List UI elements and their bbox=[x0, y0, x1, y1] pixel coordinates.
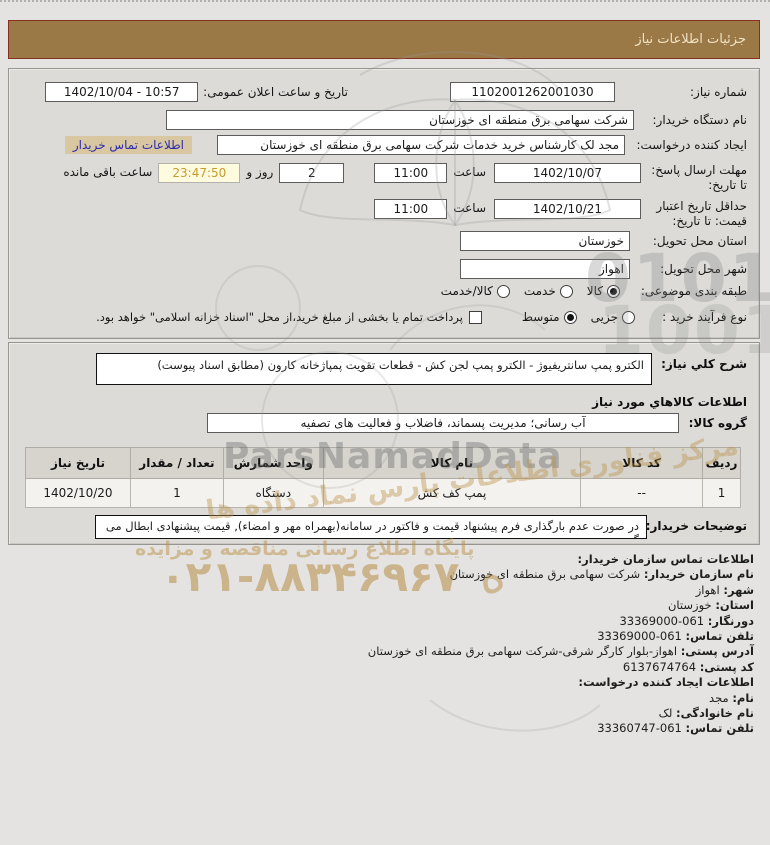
buyer-notes-label: توضیحات خریدار: bbox=[645, 519, 747, 533]
goods-heading-row: اطلاعات كالاهاي مورد نیاز bbox=[19, 395, 747, 409]
col-need-date: تاریخ نیاز bbox=[25, 447, 131, 479]
radio-goods-icon[interactable] bbox=[607, 284, 620, 298]
subject-classification-row: طبقه بندی موضوعی: کالا خدمت کالا/خدمت bbox=[19, 284, 747, 298]
radio-service-icon[interactable] bbox=[559, 284, 573, 298]
goods-section-heading: اطلاعات كالاهاي مورد نیاز bbox=[592, 395, 747, 409]
delivery-city-row: شهر محل تحویل: اهواز bbox=[19, 259, 747, 279]
price-validity-time-field[interactable]: 11:00 bbox=[374, 199, 448, 219]
radio-option-goods-service[interactable]: کالا/خدمت bbox=[441, 284, 510, 298]
cell-goods-code: -- bbox=[580, 478, 704, 508]
delivery-city-label: شهر محل تحویل: bbox=[660, 262, 747, 276]
buyer-notes-row: توضیحات خریدار: در صورت عدم بارگذاری فرم… bbox=[19, 515, 747, 539]
price-validity-row: حداقل تاریخ اعتبار قیمت: تا تاریخ: 1402/… bbox=[19, 199, 747, 229]
announce-datetime-label: تاریخ و ساعت اعلان عمومی: bbox=[203, 85, 348, 99]
need-description-row: شرح كلي نیاز: الکترو پمپ سانتریفیوژ - ال… bbox=[19, 353, 747, 385]
reply-deadline-hour-label: ساعت bbox=[453, 165, 486, 179]
goods-table-row: ردیف کد کالا نام کالا واحد شمارش تعداد /… bbox=[19, 447, 741, 508]
price-validity-label: حداقل تاریخ اعتبار قیمت: تا تاریخ: bbox=[656, 199, 747, 228]
cell-count-unit: دستگاه bbox=[222, 478, 324, 508]
col-quantity: تعداد / مقدار bbox=[129, 447, 224, 479]
reply-deadline-time-field[interactable]: 11:00 bbox=[374, 163, 448, 183]
radio-option-medium[interactable]: متوسط bbox=[522, 310, 577, 324]
reply-deadline-row: مهلت ارسال پاسخ: تا تاریخ: 1402/10/07 سا… bbox=[19, 163, 747, 193]
remaining-time-countdown: 23:47:50 bbox=[158, 163, 241, 183]
remaining-days-field[interactable]: 2 bbox=[279, 163, 345, 183]
goods-group-field[interactable]: آب رسانی؛ مدیریت پسماند، فاضلاب و فعالیت… bbox=[207, 413, 679, 433]
contact-line-fax: دورنگار: 061-33369000 bbox=[619, 613, 754, 628]
radio-goods-service-icon[interactable] bbox=[496, 284, 510, 298]
buyer-contact-section: اطلاعات تماس سازمان خریدار: نام سازمان خ… bbox=[10, 552, 754, 737]
days-and-label: روز و bbox=[246, 165, 274, 179]
contact-line-city: شهر: اهواز bbox=[695, 582, 754, 597]
contact-line-province: استان: خوزستان bbox=[667, 598, 754, 613]
contact-line-address: آدرس پستی: اهواز-بلوار کارگر شرقی-شرکت س… bbox=[367, 644, 754, 659]
process-type-label: نوع فرآیند خرید : bbox=[662, 310, 747, 324]
request-creator-label: ایجاد کننده درخواست: bbox=[636, 138, 747, 152]
goods-table: ردیف کد کالا نام کالا واحد شمارش تعداد /… bbox=[25, 447, 741, 508]
subject-classification-label: طبقه بندی موضوعی: bbox=[640, 284, 747, 298]
radio-option-minor[interactable]: جزیی bbox=[591, 310, 635, 324]
reply-deadline-label: مهلت ارسال پاسخ: تا تاریخ: bbox=[651, 163, 747, 192]
treasury-docs-checkbox[interactable] bbox=[468, 310, 482, 324]
col-row-number: ردیف bbox=[702, 447, 741, 479]
price-validity-hour-label: ساعت bbox=[453, 201, 486, 215]
goods-table-data-row: 1 -- پمپ کف کش دستگاه 1 1402/10/20 bbox=[25, 478, 741, 508]
reply-deadline-date-field[interactable]: 1402/10/07 bbox=[494, 163, 641, 183]
radio-option-goods[interactable]: کالا bbox=[587, 284, 620, 298]
cell-quantity: 1 bbox=[129, 478, 224, 508]
request-creator-row: ایجاد کننده درخواست: مجد لک کارشناس خرید… bbox=[19, 135, 747, 155]
announce-datetime-field[interactable]: 1402/10/04 - 10:57 bbox=[45, 82, 199, 102]
need-description-label: شرح كلي نیاز: bbox=[661, 357, 747, 371]
need-description-field[interactable]: الکترو پمپ سانتریفیوژ - الکترو پمپ لجن ک… bbox=[96, 353, 652, 385]
creator-line-family: نام خانوادگی: لک bbox=[658, 706, 754, 721]
col-goods-code: کد کالا bbox=[580, 447, 704, 479]
buyer-contact-link[interactable]: اطلاعات تماس خریدار bbox=[64, 136, 192, 154]
goods-group-label: گروه کالا: bbox=[688, 416, 747, 430]
cell-need-date: 1402/10/20 bbox=[25, 478, 131, 508]
cell-row-number: 1 bbox=[702, 478, 741, 508]
cell-goods-name: پمپ کف کش bbox=[322, 478, 582, 508]
need-number-label: شماره نیاز: bbox=[690, 85, 747, 99]
contact-line-phone: تلفن تماس: 061-33369000 bbox=[597, 629, 754, 644]
need-info-panel: شماره نیاز: 1102001262001030 تاریخ و ساع… bbox=[8, 68, 760, 339]
creator-line-name: نام: مجد bbox=[709, 690, 754, 705]
creator-heading: اطلاعات ایجاد کننده درخواست: bbox=[578, 675, 754, 690]
delivery-province-label: استان محل تحویل: bbox=[652, 234, 747, 248]
price-validity-date-field[interactable]: 1402/10/21 bbox=[494, 199, 641, 219]
col-goods-name: نام کالا bbox=[322, 447, 582, 479]
goods-group-row: گروه کالا: آب رسانی؛ مدیریت پسماند، فاضل… bbox=[19, 413, 747, 433]
radio-option-service[interactable]: خدمت bbox=[524, 284, 573, 298]
delivery-province-field[interactable]: خوزستان bbox=[460, 231, 630, 251]
col-count-unit: واحد شمارش bbox=[222, 447, 324, 479]
contact-line-postal: کد پستی: 6137674764 bbox=[622, 659, 754, 674]
need-number-row: شماره نیاز: 1102001262001030 تاریخ و ساع… bbox=[19, 82, 747, 102]
delivery-province-row: استان محل تحویل: خوزستان bbox=[19, 231, 747, 251]
contact-line-org: نام سازمان خریدار: شرکت سهامی برق منطقه … bbox=[449, 567, 754, 582]
buyer-notes-field[interactable]: در صورت عدم بارگذاری فرم پیشنهاد قیمت و … bbox=[95, 515, 647, 539]
top-dotted-divider bbox=[0, 0, 770, 3]
radio-medium-icon[interactable] bbox=[563, 310, 577, 324]
need-number-field[interactable]: 1102001262001030 bbox=[450, 82, 615, 102]
goods-table-header-row: ردیف کد کالا نام کالا واحد شمارش تعداد /… bbox=[25, 447, 741, 479]
contact-heading: اطلاعات تماس سازمان خریدار: bbox=[577, 552, 754, 566]
hours-remaining-label: ساعت باقی مانده bbox=[63, 165, 153, 179]
buyer-org-label: نام دستگاه خریدار: bbox=[652, 113, 748, 127]
goods-info-panel: شرح كلي نیاز: الکترو پمپ سانتریفیوژ - ال… bbox=[8, 342, 760, 545]
treasury-docs-label: پرداخت تمام یا بخشی از مبلغ خرید،از محل … bbox=[96, 310, 463, 324]
buyer-org-row: نام دستگاه خریدار: شرکت سهامی برق منطقه … bbox=[19, 110, 747, 130]
delivery-city-field[interactable]: اهواز bbox=[460, 259, 630, 279]
request-creator-field[interactable]: مجد لک کارشناس خرید خدمات شرکت سهامی برق… bbox=[217, 135, 625, 155]
page-header-bar: جزئیات اطلاعات نیاز bbox=[8, 20, 760, 59]
page-title: جزئیات اطلاعات نیاز bbox=[635, 32, 746, 47]
buyer-org-field[interactable]: شرکت سهامی برق منطقه ای خوزستان bbox=[166, 110, 634, 130]
radio-minor-icon[interactable] bbox=[622, 310, 635, 324]
process-type-row: نوع فرآیند خرید : جزیی متوسط پرداخت تمام… bbox=[19, 310, 747, 324]
creator-line-phone: تلفن تماس: 061-33360747 bbox=[597, 721, 754, 736]
